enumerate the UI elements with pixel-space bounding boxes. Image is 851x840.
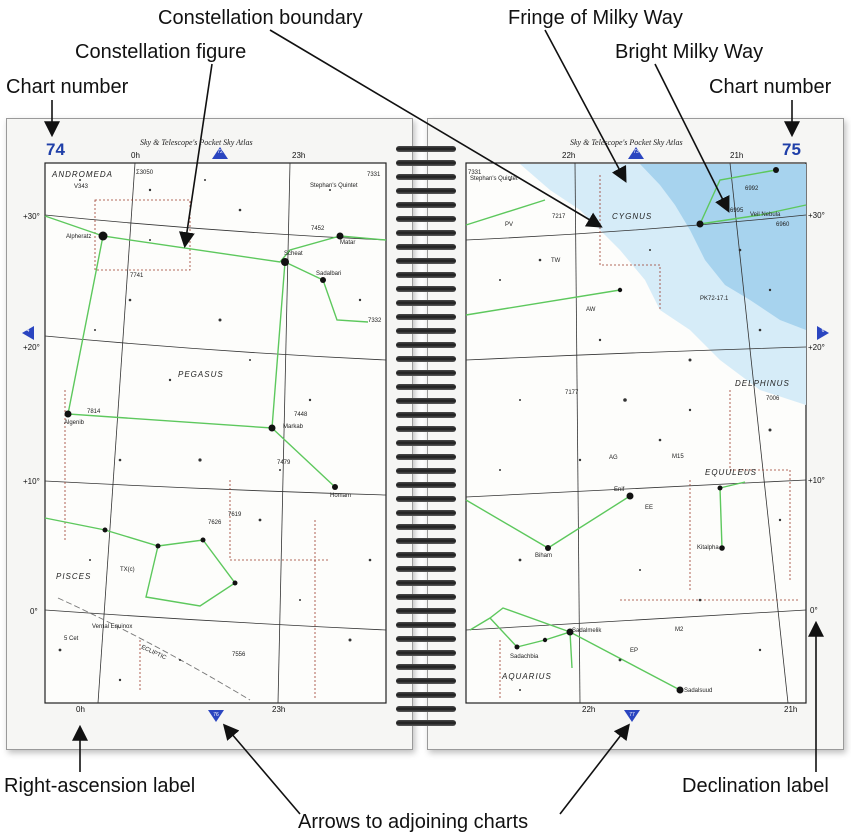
star-label: Enif	[614, 487, 625, 493]
star-label: Sadalsuud	[684, 688, 713, 694]
dec-label: +10°	[808, 476, 825, 485]
bright-stars	[64, 167, 779, 694]
figures-right	[465, 169, 807, 691]
callout-bright-milky-way: Bright Milky Way	[615, 41, 764, 63]
ra-label: 22h	[562, 151, 576, 160]
dec-label: +10°	[23, 477, 40, 486]
left-chart-number: 74	[46, 140, 65, 159]
star-label: Alpheratz	[66, 234, 92, 240]
boundary-right	[499, 175, 800, 700]
ecliptic-line	[57, 597, 251, 701]
object-label: PV	[505, 222, 514, 228]
star-label: Markab	[283, 424, 304, 430]
constellation-name: CYGNUS	[612, 212, 653, 221]
dec-label: 0°	[810, 606, 818, 615]
star-label: Sadalmelik	[572, 628, 602, 634]
object-label: TX(c)	[120, 567, 135, 573]
object-label: AW	[586, 307, 596, 313]
star-label: Sadachbia	[510, 654, 539, 660]
object-label: M15	[672, 454, 684, 460]
ra-label: 23h	[272, 705, 286, 714]
figures-left	[44, 215, 387, 607]
milky-way-bright	[640, 164, 806, 330]
object-label: V343	[74, 184, 89, 190]
object-label: TW	[551, 258, 561, 264]
star-label: Biham	[535, 553, 553, 559]
left-page-header: Sky & Telescope's Pocket Sky Atlas	[140, 138, 253, 147]
star-label: Stephan's Quintet	[470, 176, 518, 182]
star-label: Stephan's Quintet	[310, 183, 358, 189]
object-label: 7177	[565, 390, 579, 396]
star-label: Homam	[330, 493, 352, 499]
right-chart-number: 75	[782, 140, 801, 159]
object-label: Σ3050	[136, 170, 154, 176]
object-label: 7626	[208, 520, 222, 526]
star-label: 5 Cet	[64, 636, 79, 642]
object-label: 7217	[552, 214, 566, 220]
callout-arrows	[44, 29, 824, 815]
star-label: Vernal Equinox	[92, 624, 133, 630]
dec-label: +20°	[23, 343, 40, 352]
star-label: Matar	[340, 240, 356, 246]
object-label: 7331	[367, 172, 381, 178]
callout-constellation-figure: Constellation figure	[75, 41, 247, 63]
object-label: AG	[609, 455, 618, 461]
ra-label: 23h	[292, 151, 306, 160]
ra-label: 21h	[784, 705, 798, 714]
object-label: 7814	[87, 409, 101, 415]
ra-label: 22h	[582, 705, 596, 714]
callout-constellation-boundary: Constellation boundary	[158, 7, 363, 29]
constellation-name: AQUARIUS	[502, 672, 552, 681]
object-label: 7448	[294, 412, 308, 418]
object-label: EE	[645, 505, 654, 511]
object-label: 6995	[730, 208, 744, 214]
star-label: Scheat	[284, 251, 303, 257]
constellation-name: EQUULEUS	[705, 468, 758, 477]
object-label: 7332	[368, 318, 382, 324]
object-label: PK72-17.1	[700, 296, 729, 302]
star-label: Sadalbari	[316, 271, 342, 277]
ra-label: 21h	[730, 151, 744, 160]
constellation-name: ANDROMEDA	[52, 170, 114, 179]
object-label: EP	[630, 648, 639, 654]
callout-declination-label: Declination label	[682, 775, 829, 797]
object-label: 7556	[232, 652, 246, 658]
object-label: 7741	[130, 273, 144, 279]
dec-label: +30°	[808, 211, 825, 220]
callout-fringe-milky-way: Fringe of Milky Way	[508, 7, 683, 29]
left-chart-frame	[44, 162, 387, 704]
constellation-name: PEGASUS	[178, 370, 224, 379]
dec-label: +30°	[23, 212, 40, 221]
star-label: Veil Nebula	[750, 212, 781, 218]
constellation-name: DELPHINUS	[735, 379, 790, 388]
object-label: M2	[675, 627, 684, 633]
ra-label: 0h	[131, 151, 140, 160]
ra-label: 0h	[76, 705, 85, 714]
callout-arrows-adjoining: Arrows to adjoining charts	[298, 811, 529, 833]
callout-right-ascension-label: Right-ascension label	[4, 775, 196, 797]
star-label: Kitalpha	[697, 545, 719, 551]
object-label: 7331	[468, 170, 482, 176]
object-label: 6992	[745, 186, 759, 192]
object-label: 7479	[277, 460, 291, 466]
right-page-header: Sky & Telescope's Pocket Sky Atlas	[570, 138, 683, 147]
boundary-left	[64, 199, 330, 700]
object-label: 7452	[311, 226, 325, 232]
object-label: 7619	[228, 512, 242, 518]
faint-stars	[58, 179, 782, 691]
callout-chart-number-left: Chart number	[6, 76, 129, 98]
constellation-name: PISCES	[56, 572, 92, 581]
object-label: 6960	[776, 222, 790, 228]
dec-label: 0°	[30, 607, 38, 616]
star-label: Algenib	[64, 420, 85, 426]
dec-label: +20°	[808, 343, 825, 352]
callout-chart-number-right: Chart number	[709, 76, 832, 98]
object-label: 7006	[766, 396, 780, 402]
